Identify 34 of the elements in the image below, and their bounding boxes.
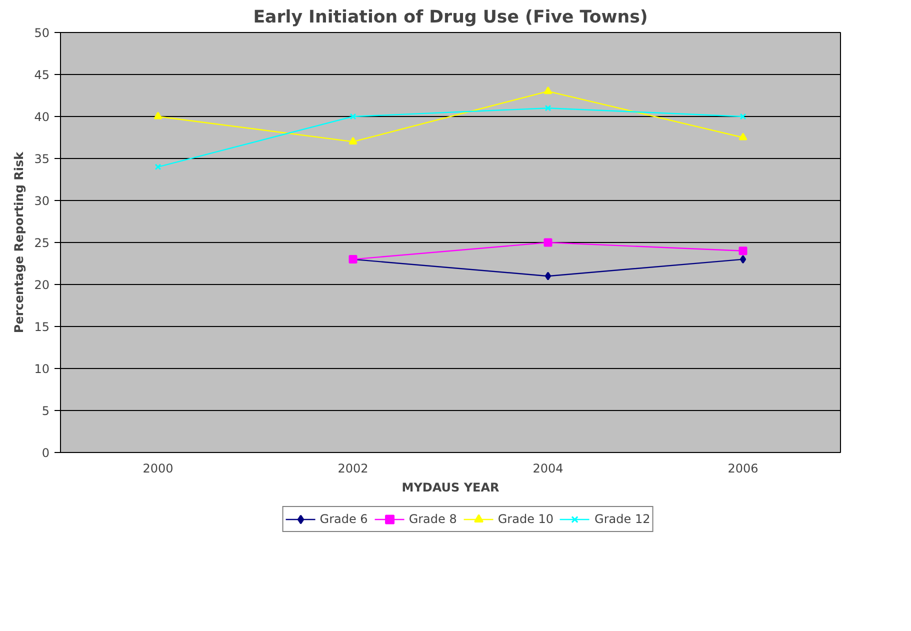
point <box>544 86 552 94</box>
y-tick-label: 35 <box>34 152 50 166</box>
y-tick-label: 50 <box>34 26 50 40</box>
point <box>740 255 746 264</box>
point <box>544 238 552 247</box>
point <box>350 113 356 120</box>
point <box>544 272 552 280</box>
y-tick-label: 15 <box>34 320 50 334</box>
y-tick-label: 10 <box>34 362 50 376</box>
point <box>348 136 358 144</box>
y-tick-label: 30 <box>34 194 50 208</box>
y-tick-label: 45 <box>34 68 50 82</box>
y-tick-label: 5 <box>42 404 50 418</box>
y-tick-label: 40 <box>34 110 50 124</box>
y-axis-title: Percentage Reporting Risk <box>12 150 26 334</box>
point <box>738 132 748 140</box>
y-tick-label: 25 <box>34 236 50 250</box>
legend-label: Grade 8 <box>408 512 457 526</box>
x-tick-label: 2002 <box>338 462 368 476</box>
x-axis-title: MYDAUS YEAR <box>402 480 500 494</box>
legend-label: Grade 10 <box>498 512 554 526</box>
point <box>154 112 162 120</box>
y-tick-label: 0 <box>42 446 50 460</box>
point <box>738 246 748 256</box>
legend-label: Grade 6 <box>320 512 368 526</box>
x-tick-label: 2004 <box>532 462 564 476</box>
point <box>740 113 746 120</box>
x-tick-label: 2000 <box>142 462 174 476</box>
point <box>154 164 162 170</box>
y-tick-label: 20 <box>34 278 50 292</box>
point <box>544 104 552 112</box>
legend-label: Grade 12 <box>594 512 650 526</box>
x-tick-label: 2006 <box>728 462 758 476</box>
chart-title: Early Initiation of Drug Use (Five Towns) <box>253 8 648 28</box>
